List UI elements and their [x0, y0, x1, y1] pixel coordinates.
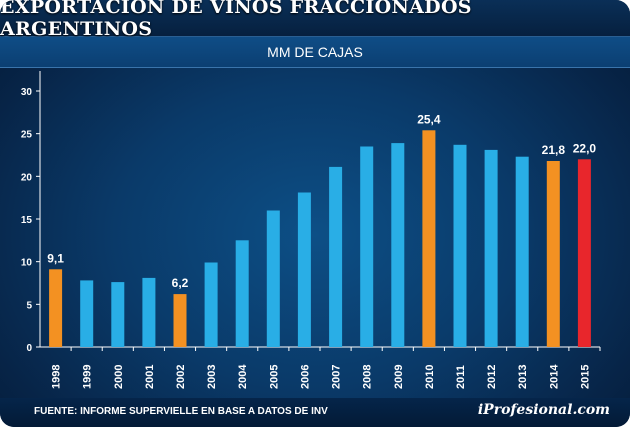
x-tick-label: 2013	[517, 365, 529, 389]
x-tick-label: 2010	[424, 365, 436, 389]
x-tick-label: 2000	[113, 365, 125, 389]
bar-2002	[173, 294, 187, 347]
bar-2009	[391, 143, 405, 347]
chart-subtitle: MM DE CAJAS	[267, 44, 363, 60]
bar-2014	[546, 161, 560, 347]
bar-2005	[266, 210, 280, 347]
y-tick-label: 15	[21, 215, 33, 226]
x-tick-label: 2001	[144, 365, 156, 389]
data-label-2014: 21,8	[542, 143, 566, 157]
y-tick-label: 20	[21, 172, 33, 183]
bar-2012	[484, 149, 498, 347]
x-tick-label: 2006	[299, 365, 311, 389]
data-label-2010: 25,4	[417, 112, 441, 126]
bar-2011	[453, 144, 467, 347]
x-tick-label: 1998	[51, 365, 63, 389]
x-tick-label: 2015	[579, 365, 591, 389]
bar-1998	[49, 269, 63, 347]
data-label-2015: 22,0	[573, 141, 597, 155]
bar-2010	[422, 130, 436, 347]
bar-1999	[80, 280, 94, 347]
y-tick-label: 25	[21, 130, 33, 141]
bar-2015	[577, 159, 591, 347]
bar-2000	[111, 282, 125, 347]
x-tick-label: 1999	[82, 365, 94, 389]
subtitle-bar: MM DE CAJAS	[0, 37, 630, 68]
x-tick-label: 2002	[175, 365, 187, 389]
chart-title: EXPORTACIÓN DE VINOS FRACCIONADOS ARGENT…	[0, 0, 472, 40]
x-tick-label: 2012	[486, 365, 498, 389]
brand-logo: iProfesional.com	[477, 402, 610, 418]
bar-2008	[360, 146, 374, 347]
x-tick-label: 2005	[268, 365, 280, 389]
x-tick-label: 2004	[237, 364, 249, 389]
y-tick-label: 30	[21, 87, 33, 98]
data-label-1998: 9,1	[47, 251, 64, 265]
x-tick-label: 2007	[331, 365, 343, 389]
x-tick-label: 2014	[548, 364, 560, 389]
source-note: FUENTE: INFORME SUPERVIELLE EN BASE A DA…	[34, 406, 328, 417]
y-tick-label: 10	[21, 258, 33, 269]
x-tick-label: 2009	[393, 365, 405, 389]
bar-2001	[142, 277, 156, 347]
y-tick-label: 0	[26, 343, 32, 354]
bar-2013	[515, 156, 529, 347]
data-label-2002: 6,2	[172, 276, 189, 290]
x-tick-label: 2011	[455, 365, 467, 389]
bar-2003	[204, 262, 218, 347]
bar-2007	[329, 166, 343, 347]
y-tick-label: 5	[26, 300, 32, 311]
footer-bar: FUENTE: INFORME SUPERVIELLE EN BASE A DA…	[0, 398, 630, 427]
x-tick-label: 2008	[362, 365, 374, 389]
title-bar: EXPORTACIÓN DE VINOS FRACCIONADOS ARGENT…	[0, 0, 630, 40]
x-tick-label: 2003	[206, 365, 218, 389]
bar-2006	[297, 192, 311, 347]
bar-2004	[235, 240, 249, 347]
